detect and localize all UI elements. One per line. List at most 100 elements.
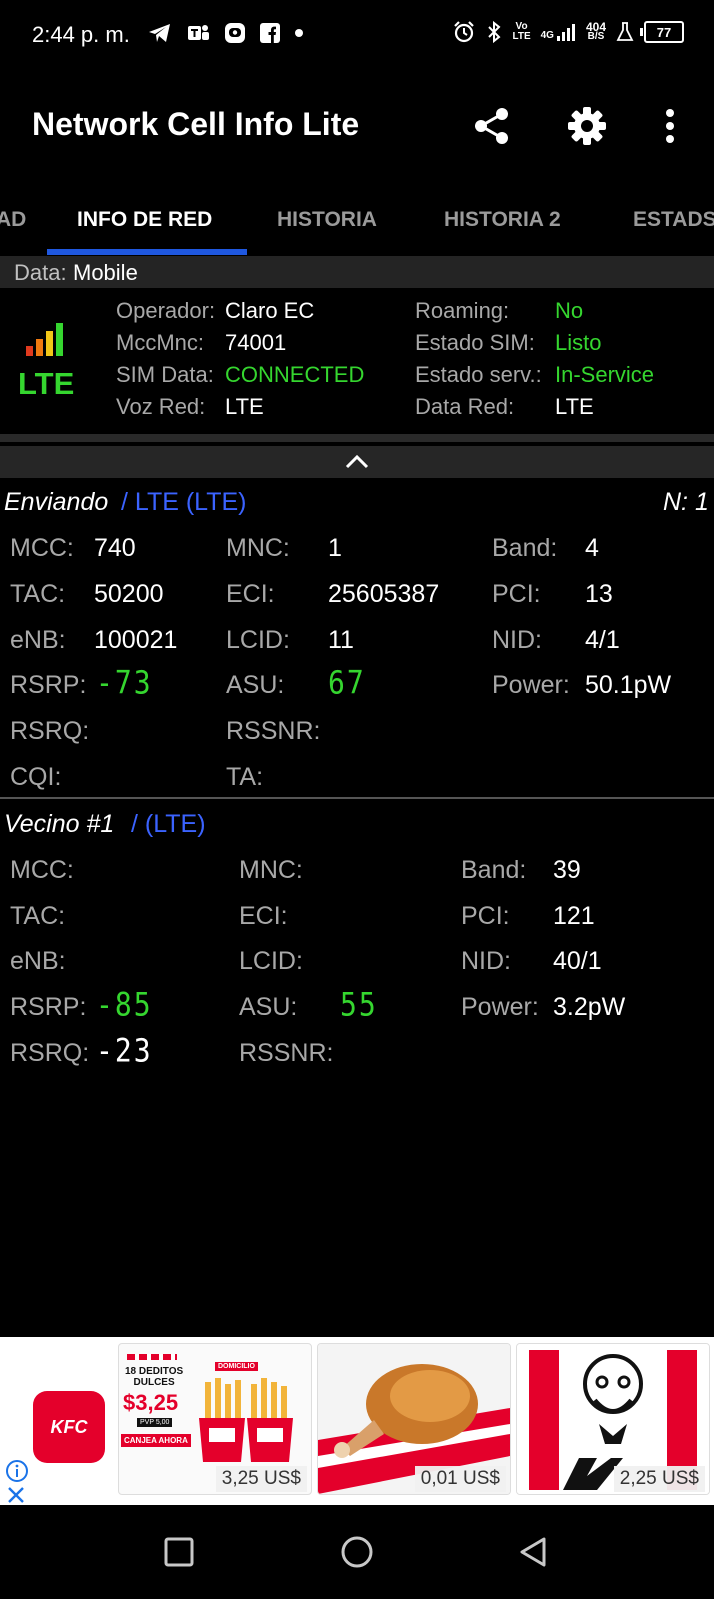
power-label: Power: <box>492 671 570 699</box>
ad-card1-price: $3,25 <box>123 1390 179 1415</box>
datared-value: LTE <box>555 394 594 419</box>
ad-info-icon[interactable] <box>5 1459 29 1483</box>
tab-ad[interactable]: AD <box>0 208 27 231</box>
tab-info-de-red[interactable]: INFO DE RED <box>77 208 213 231</box>
settings-gear-icon[interactable] <box>567 106 607 146</box>
home-circle-icon[interactable] <box>340 1535 374 1569</box>
battery-level: 77 <box>656 24 672 40</box>
data-label: Data: <box>14 260 67 285</box>
summary-divider <box>0 434 714 442</box>
mnc-value: 1 <box>328 534 342 562</box>
power-value: 50.1pW <box>585 671 672 699</box>
dot-icon <box>295 29 303 37</box>
rsrp-label: RSRP: <box>10 671 87 699</box>
fries-bucket-image <box>199 1378 293 1462</box>
tab-bar: AD INFO DE RED HISTORIA HISTORIA 2 ESTAD… <box>0 190 714 256</box>
facebook-icon <box>260 23 280 43</box>
app-title: Network Cell Info Lite <box>32 106 360 142</box>
simdata-label: SIM Data: <box>116 362 214 387</box>
ad-price-1: 3,25 US$ <box>215 1466 307 1492</box>
neighbor-asu-label: ASU: <box>239 993 298 1021</box>
operador-label: Operador: <box>116 298 216 323</box>
estadoserv-label: Estado serv.: <box>415 362 542 387</box>
status-time: 2:44 p. m. <box>32 22 130 47</box>
tab-estads[interactable]: ESTADS <box>633 208 714 231</box>
ad-card1-pvp: PVP 5,00 <box>137 1418 173 1427</box>
neighbor-band-value: 39 <box>553 856 581 884</box>
alarm-icon <box>454 21 475 43</box>
network-summary: LTE Operador: Claro EC MccMnc: 74001 SIM… <box>0 290 714 440</box>
section-divider <box>0 797 714 799</box>
tab-historia-2[interactable]: HISTORIA 2 <box>444 208 561 231</box>
neighbor-asu-value: 55 <box>340 985 378 1024</box>
neighbor-lcid-label: LCID: <box>239 947 303 975</box>
mccmnc-value: 74001 <box>225 330 287 355</box>
tab-historia[interactable]: HISTORIA <box>277 208 377 231</box>
net-speed-indicator: 404 B/S <box>585 20 606 42</box>
tac-value: 50200 <box>94 580 164 608</box>
neighbor-rsrp-value: -85 <box>96 985 153 1024</box>
flask-icon <box>616 22 634 41</box>
fried-chicken-image <box>318 1344 510 1494</box>
neighbor-rsrp-label: RSRP: <box>10 993 87 1021</box>
eci-label: ECI: <box>226 580 275 608</box>
serving-count: N: 1 <box>663 488 709 516</box>
serving-tech: / LTE (LTE) <box>121 488 247 516</box>
ad-close-icon[interactable] <box>7 1487 25 1503</box>
technology-badge: LTE <box>18 366 75 401</box>
status-bar: 2:44 p. m. Vo LTE 4G 404 B/S 77 <box>0 0 714 72</box>
app-bar: Network Cell Info Lite <box>0 90 714 160</box>
mcc-label: MCC: <box>10 534 74 562</box>
ad-card-3[interactable]: 2,25 US$ <box>516 1343 710 1495</box>
ad-card1-tag: DOMICILIO <box>215 1362 258 1371</box>
ad-card1-line1: 18 DEDITOS <box>125 1366 184 1377</box>
ad-card-2[interactable]: 0,01 US$ <box>317 1343 511 1495</box>
nid-value: 4/1 <box>585 626 620 654</box>
neighbor-title: Vecino #1 <box>4 810 115 838</box>
recents-square-icon[interactable] <box>164 1537 194 1567</box>
enb-label: eNB: <box>10 626 66 654</box>
mnc-label: MNC: <box>226 534 290 562</box>
cqi-label: CQI: <box>10 763 62 791</box>
ad-card-1[interactable]: 18 DEDITOS DULCES $3,25 PVP 5,00 CANJEA … <box>118 1343 312 1495</box>
kfc-logo[interactable]: KFC <box>33 1391 105 1463</box>
neighbor-power-value: 3.2pW <box>553 993 626 1021</box>
datared-label: Data Red: <box>415 394 515 419</box>
neighbor-power-label: Power: <box>461 993 539 1021</box>
operador-value: Claro EC <box>225 298 315 323</box>
chat-icon <box>225 23 245 43</box>
vozred-label: Voz Red: <box>116 394 206 419</box>
ad-price-3: 2,25 US$ <box>613 1466 705 1492</box>
ad-banner[interactable]: KFC 18 DEDITOS DULCES $3,25 PVP 5,00 CAN… <box>0 1337 714 1505</box>
serving-title: Enviando <box>4 488 109 516</box>
lcid-label: LCID: <box>226 626 290 654</box>
data-bar: Data: Mobile <box>0 256 714 288</box>
estadosim-label: Estado SIM: <box>415 330 535 355</box>
roaming-label: Roaming: <box>415 298 510 323</box>
rsrp-value: -73 <box>96 663 153 702</box>
bluetooth-icon <box>488 20 501 44</box>
band-value: 4 <box>585 534 599 562</box>
data-value: Mobile <box>73 260 138 285</box>
band-label: Band: <box>492 534 558 562</box>
estadosim-value: Listo <box>555 330 602 355</box>
signal-strength-icon <box>26 323 63 356</box>
ad-price-2: 0,01 US$ <box>414 1466 506 1492</box>
neighbor-eci-label: ECI: <box>239 902 288 930</box>
enb-value: 100021 <box>94 626 178 654</box>
mccmnc-label: MccMnc: <box>116 330 204 355</box>
roaming-value: No <box>555 298 584 323</box>
ad-card1-cta: CANJEA AHORA <box>121 1434 191 1447</box>
mcc-value: 740 <box>94 534 136 562</box>
asu-label: ASU: <box>226 671 285 699</box>
collapse-toggle[interactable] <box>0 446 714 478</box>
lcid-value: 11 <box>328 626 354 654</box>
rsrq-label: RSRQ: <box>10 717 90 745</box>
neighbor-nid-value: 40/1 <box>553 947 602 975</box>
rssnr-label: RSSNR: <box>226 717 321 745</box>
neighbor-mcc-label: MCC: <box>10 856 74 884</box>
back-triangle-icon[interactable] <box>518 1536 548 1568</box>
overflow-menu-icon[interactable] <box>660 106 680 146</box>
share-icon[interactable] <box>472 106 512 146</box>
neighbor-rssnr-label: RSSNR: <box>239 1039 334 1067</box>
